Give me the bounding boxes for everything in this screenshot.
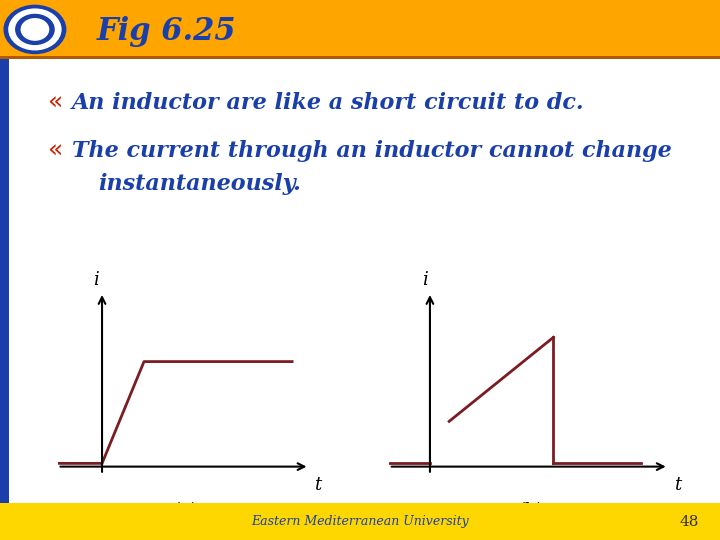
Text: (b): (b) [518, 502, 544, 520]
Text: t: t [674, 476, 681, 494]
Circle shape [9, 9, 61, 50]
Text: i: i [422, 271, 428, 289]
Text: Eastern Mediterranean University: Eastern Mediterranean University [251, 515, 469, 528]
Text: An inductor are like a short circuit to dc.: An inductor are like a short circuit to … [72, 92, 585, 113]
Text: Fig 6.25: Fig 6.25 [97, 16, 237, 47]
Text: t: t [315, 476, 322, 494]
Text: The current through an inductor cannot change: The current through an inductor cannot c… [72, 140, 672, 162]
Circle shape [4, 5, 66, 53]
Circle shape [22, 19, 49, 40]
Text: instantaneously.: instantaneously. [99, 173, 302, 194]
Text: (a): (a) [174, 502, 198, 520]
Text: «: « [47, 91, 62, 114]
Text: i: i [93, 271, 99, 289]
Circle shape [16, 15, 54, 44]
Text: «: « [47, 139, 62, 163]
Text: 48: 48 [679, 515, 698, 529]
